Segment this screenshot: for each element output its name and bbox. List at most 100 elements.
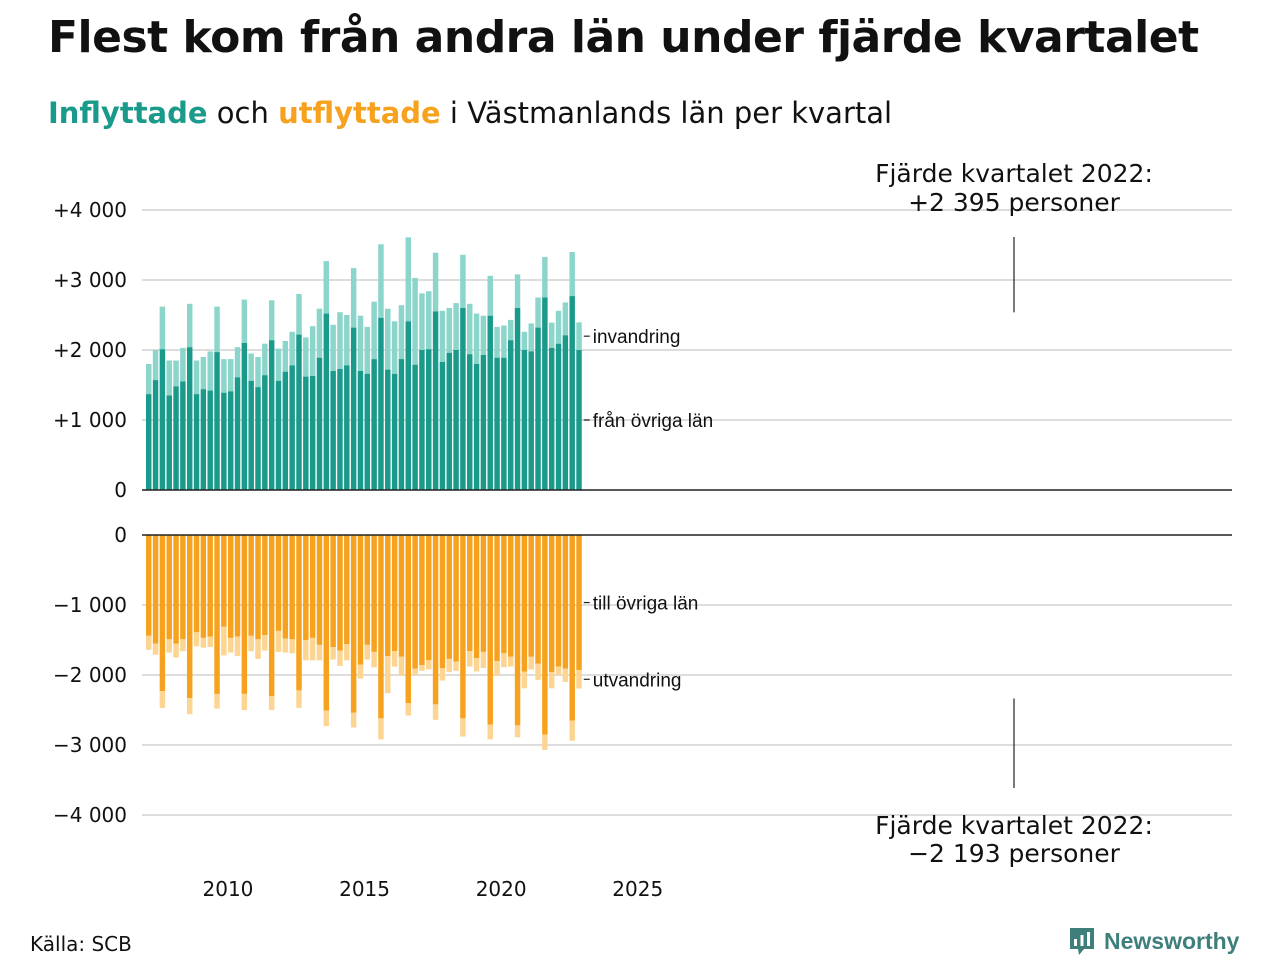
x-tick-label: 2025 (612, 877, 663, 901)
bar-in-other-counties (528, 351, 534, 490)
bar-in-other-counties (180, 381, 186, 490)
label-immigration: invandring (593, 327, 681, 348)
bar-immigration (234, 347, 241, 378)
bar-emigration (562, 668, 569, 682)
bar-in-other-counties (159, 349, 166, 490)
bar-out-other-counties (350, 535, 357, 713)
bar-out-other-counties (473, 535, 480, 659)
bar-immigration (248, 353, 254, 381)
bar-emigration (378, 718, 384, 740)
bar-in-other-counties (364, 373, 371, 490)
bar-emigration (494, 661, 500, 676)
bar-immigration (221, 359, 227, 393)
bar-in-other-counties (344, 365, 350, 490)
bar-emigration (371, 651, 377, 668)
bar-immigration (371, 301, 377, 360)
bar-out-other-counties (193, 535, 200, 633)
bar-emigration (555, 666, 562, 675)
bar-emigration (323, 710, 330, 727)
bar-emigration (241, 693, 248, 710)
bar-out-other-counties (296, 535, 302, 691)
bar-emigration (268, 696, 275, 710)
bar-immigration (391, 321, 398, 374)
bar-immigration (521, 331, 528, 350)
bar-in-other-counties (514, 308, 521, 490)
bar-in-other-counties (473, 364, 480, 490)
bar-out-other-counties (576, 535, 582, 671)
bar-emigration (419, 665, 425, 671)
bar-immigration (432, 252, 439, 312)
bar-emigration (357, 664, 364, 679)
bar-out-other-counties (371, 535, 377, 652)
bar-in-other-counties (337, 368, 343, 490)
bar-out-other-counties (180, 535, 186, 640)
bar-emigration (344, 644, 350, 661)
bar-out-other-counties (357, 535, 364, 665)
bar-out-other-counties (364, 535, 371, 645)
bar-out-other-counties (166, 535, 172, 640)
annotation-bottom-line2: −2 193 personer (908, 839, 1121, 868)
bar-out-other-counties (494, 535, 500, 661)
bar-immigration (385, 308, 391, 370)
bar-emigration (521, 671, 528, 689)
bar-in-other-counties (323, 313, 330, 490)
bar-in-other-counties (207, 390, 213, 490)
chart-subtitle: Inflyttade och utflyttade i Västmanlands… (48, 96, 892, 130)
bar-in-other-counties (419, 350, 425, 490)
bar-out-other-counties (344, 535, 350, 645)
bar-emigration (337, 650, 343, 666)
bar-in-other-counties (275, 380, 282, 490)
bar-immigration (282, 340, 289, 372)
bar-in-other-counties (398, 359, 405, 490)
bar-immigration (480, 315, 487, 355)
y-tick-label-bottom: −2 000 (53, 663, 127, 687)
bar-immigration (357, 315, 364, 371)
bar-emigration (296, 690, 302, 708)
bar-immigration (323, 261, 330, 314)
bar-immigration (419, 293, 425, 350)
bar-emigration (227, 637, 234, 653)
bar-in-other-counties (405, 321, 412, 490)
bar-immigration (439, 310, 446, 362)
bar-immigration (467, 303, 473, 355)
bar-emigration (275, 630, 282, 652)
bar-out-other-counties (309, 535, 316, 638)
bar-emigration (480, 651, 487, 668)
bar-emigration (330, 647, 336, 660)
bar-immigration (262, 343, 268, 376)
y-tick-label-top: 0 (114, 478, 127, 502)
bar-out-other-counties (514, 535, 521, 726)
bar-out-other-counties (186, 535, 193, 699)
bar-emigration (412, 668, 418, 675)
bar-out-other-counties (412, 535, 418, 669)
bar-immigration (268, 300, 275, 341)
bar-immigration (255, 357, 261, 388)
bar-in-other-counties (487, 315, 493, 490)
bar-emigration (391, 651, 398, 667)
bar-in-other-counties (193, 394, 200, 490)
bar-emigration (221, 626, 227, 656)
bar-in-other-counties (412, 364, 418, 490)
y-tick-label-top: +4 000 (53, 198, 127, 222)
bar-in-other-counties (350, 327, 357, 490)
bar-immigration (364, 326, 371, 374)
bar-out-other-counties (460, 535, 466, 719)
bar-in-other-counties (241, 343, 248, 490)
bar-out-other-counties (555, 535, 562, 667)
bar-emigration (432, 704, 439, 720)
bar-out-other-counties (207, 535, 213, 637)
bar-immigration (186, 303, 193, 348)
bar-emigration (289, 639, 295, 654)
bar-emigration (146, 635, 152, 650)
bar-out-other-counties (528, 535, 534, 657)
x-tick-label: 2015 (339, 877, 390, 901)
bar-emigration (214, 693, 220, 709)
bar-out-other-counties (507, 535, 514, 657)
bar-immigration (501, 325, 507, 358)
bar-in-other-counties (453, 350, 459, 490)
bar-in-other-counties (378, 317, 384, 490)
bar-emigration (453, 661, 459, 671)
bar-out-other-counties (548, 535, 555, 673)
bar-emigration (405, 703, 412, 716)
bar-out-other-counties (221, 535, 227, 627)
